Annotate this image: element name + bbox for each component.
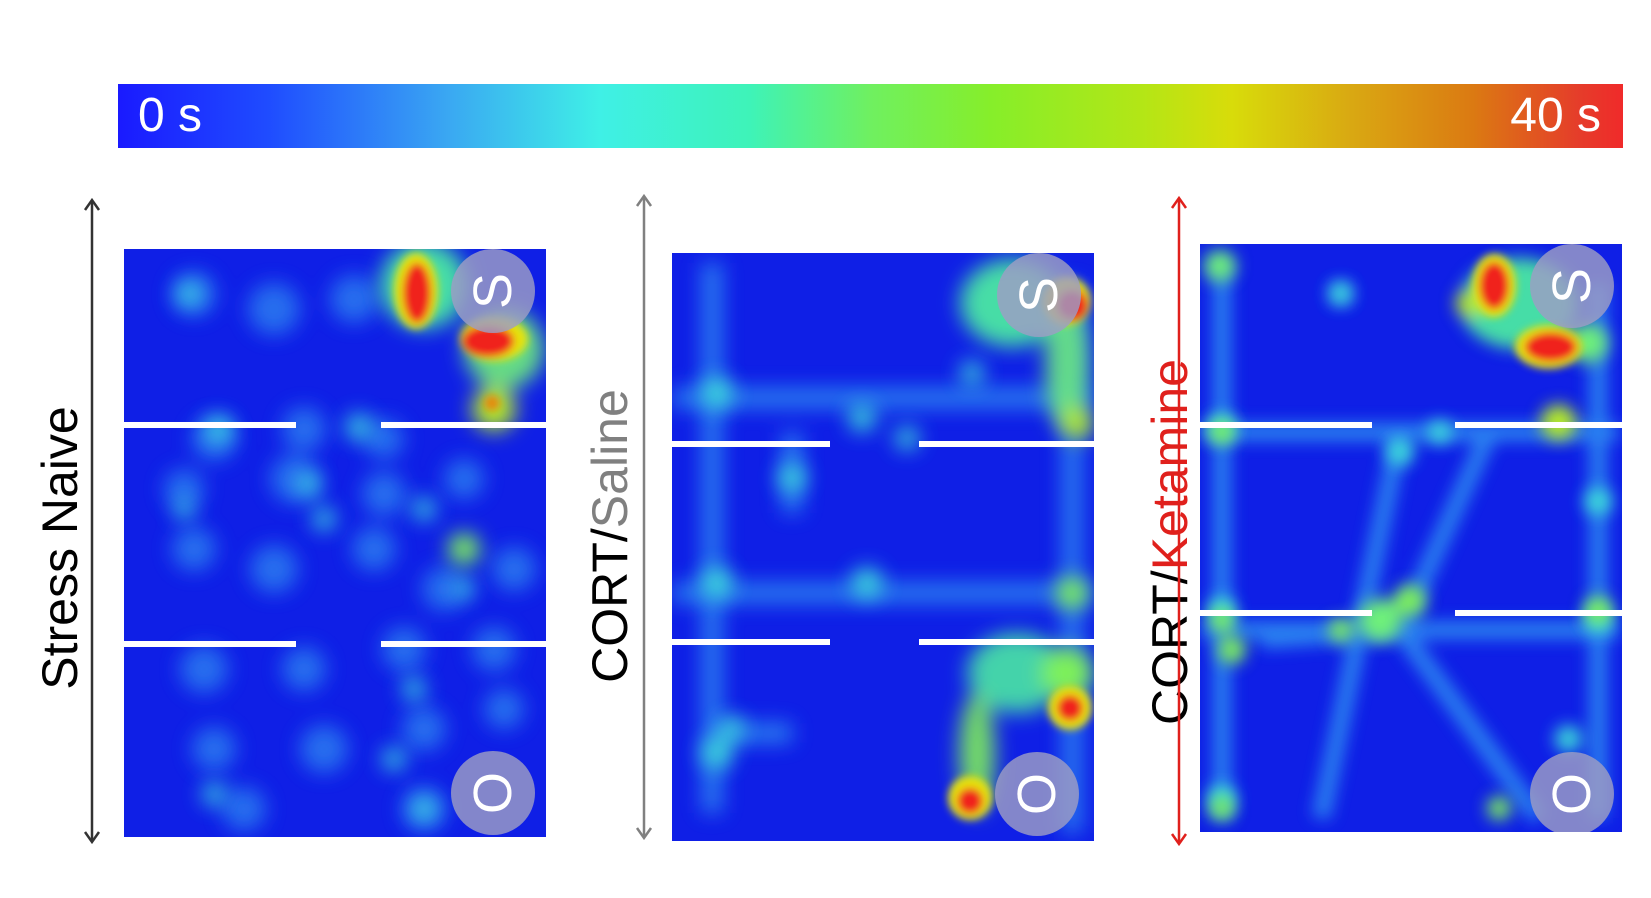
maze-wall: [124, 422, 296, 428]
scale-min-label: 0 s: [138, 89, 203, 142]
maze-wall: [672, 639, 830, 645]
vertical-arrow-icon: [1170, 195, 1188, 847]
goal-marker: O: [995, 752, 1079, 836]
heatmap-panel-cort-saline: S O: [672, 253, 1094, 841]
vertical-arrow-icon: [83, 197, 101, 845]
start-marker: S: [451, 249, 535, 333]
maze-wall: [381, 641, 546, 647]
maze-wall: [1200, 610, 1372, 616]
maze-wall: [124, 641, 296, 647]
heatmap-panel-cort-ketamine: S O: [1200, 244, 1622, 832]
goal-marker: O: [451, 751, 535, 835]
panel-title-cort-saline: CORT/Saline: [580, 236, 640, 836]
title-part: Stress Naive: [32, 406, 88, 690]
color-scale-bar: 0 s 40 s: [118, 84, 1623, 148]
title-part-treatment: Saline: [582, 389, 638, 529]
goal-marker: O: [1530, 752, 1614, 832]
maze-wall: [919, 441, 1094, 447]
maze-wall: [919, 639, 1094, 645]
maze-wall: [1455, 422, 1622, 428]
maze-wall: [381, 422, 546, 428]
maze-wall: [1455, 610, 1622, 616]
occupancy-heatmap-image: [164, 249, 544, 831]
maze-wall: [672, 441, 830, 447]
occupancy-heatmap-image: [1202, 249, 1618, 824]
vertical-arrow-icon: [635, 193, 653, 841]
start-marker: S: [1530, 244, 1614, 328]
maze-wall: [1200, 422, 1372, 428]
title-part: CORT/: [582, 528, 638, 683]
panel-title-stress-naive: Stress Naive: [30, 248, 90, 848]
start-marker: S: [997, 253, 1081, 337]
heatmap-panel-stress-naive: S O: [124, 249, 546, 837]
scale-max-label: 40 s: [1510, 89, 1601, 142]
